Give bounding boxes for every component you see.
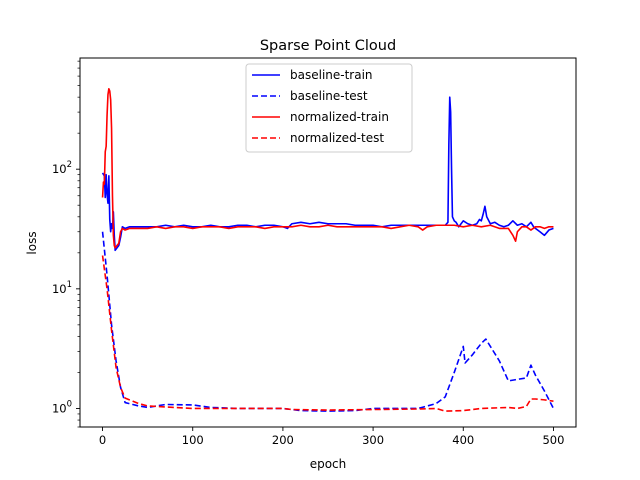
- chart-title: Sparse Point Cloud: [260, 38, 396, 54]
- series-line-normalized-test: [101, 255, 554, 412]
- y-axis-label: loss: [25, 231, 39, 254]
- legend-label: baseline-train: [290, 68, 373, 82]
- x-tick-label: 400: [452, 433, 474, 447]
- legend-box: [245, 63, 413, 153]
- y-axis: 100 101 102: [52, 60, 80, 428]
- y-tick-label: 101: [52, 280, 72, 296]
- y-tick-label: 102: [52, 160, 72, 176]
- legend-label: baseline-test: [290, 89, 368, 103]
- series-line-baseline-train: [101, 96, 554, 252]
- y-tick-label: 100: [52, 399, 72, 415]
- x-tick-label: 300: [362, 433, 384, 447]
- legend-label: normalized-train: [290, 110, 389, 124]
- legend: baseline-train baseline-test normalized-tr…: [245, 63, 413, 153]
- x-tick-label: 0: [99, 433, 106, 447]
- x-tick-label: 500: [542, 433, 564, 447]
- x-tick-label: 200: [272, 433, 294, 447]
- series-layer: [101, 87, 555, 412]
- x-axis: 0 100 200 300 400 500: [99, 427, 564, 447]
- legend-label: normalized-test: [290, 131, 384, 145]
- plot-area: [79, 57, 577, 428]
- series-line-baseline-test: [101, 231, 555, 412]
- series-line-normalized-train: [101, 87, 554, 249]
- x-axis-label: epoch: [310, 457, 347, 471]
- x-tick-label: 100: [182, 433, 204, 447]
